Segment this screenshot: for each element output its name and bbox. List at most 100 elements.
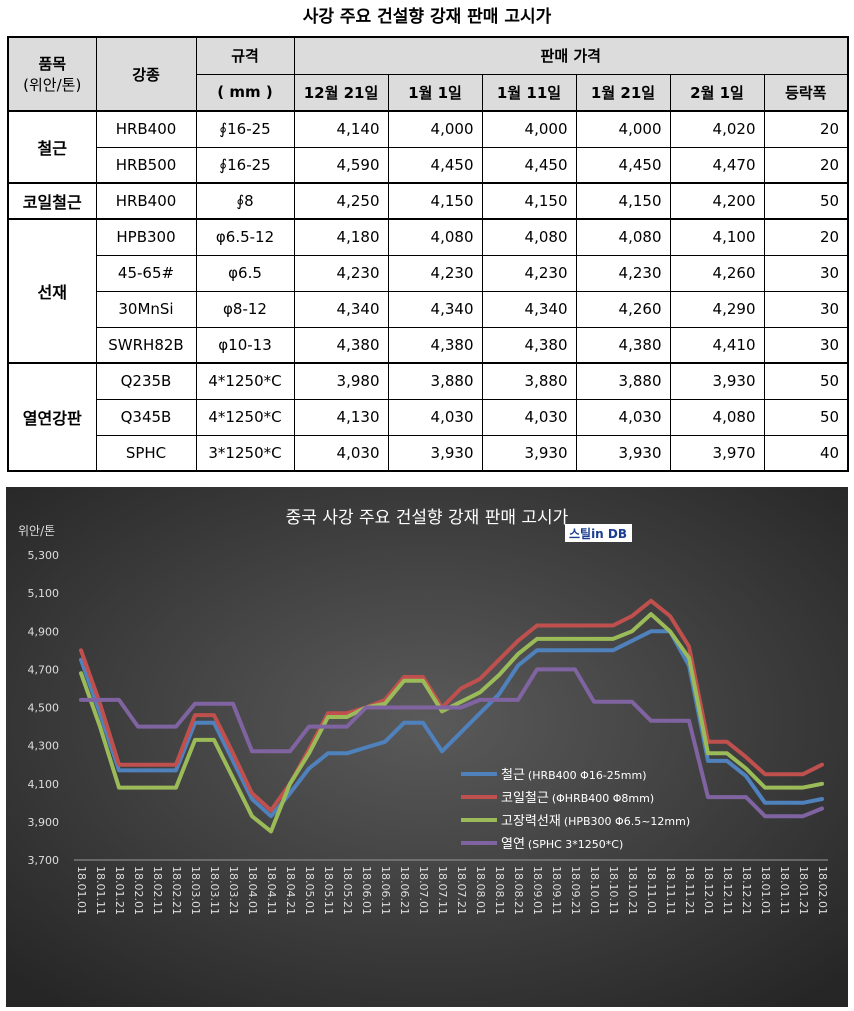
x-tick-label: 18.11.11: [664, 866, 677, 915]
price-cell: 4,000: [481, 110, 577, 148]
grade-cell: SWRH82B: [95, 326, 197, 364]
price-cell: 4,150: [575, 182, 671, 220]
price-cell: 4,450: [481, 146, 577, 184]
table-row: SPHC 3*1250*C 4,030 3,930 3,930 3,930 3,970 40: [8, 434, 849, 472]
legend-detail: (SPHC 3*1250*C): [528, 838, 623, 851]
y-tick-label: 3,700: [28, 854, 60, 867]
table-row: 철근 HRB400 ∮16-25 4,140 4,000 4,000 4,000 4,020 2…: [7, 110, 849, 184]
x-tick-label: 18.08.21: [512, 866, 525, 915]
price-cell: 4,000: [575, 110, 671, 148]
price-cell: 3,930: [575, 434, 671, 472]
table-row: 45-65# φ6.5 4,230 4,230 4,230 4,230 4,260 30: [8, 254, 849, 292]
category-cell: 선재: [7, 218, 97, 364]
grade-cell: Q345B: [95, 398, 197, 436]
grade-cell: 45-65#: [95, 254, 197, 292]
price-cell: 4,290: [669, 290, 765, 328]
y-tick-label: 5,300: [28, 549, 60, 562]
price-cell: 4,230: [293, 254, 389, 292]
chart-background: [6, 487, 848, 1007]
y-axis-label: 위안/톤: [18, 524, 55, 538]
price-cell: 4,080: [481, 218, 577, 256]
y-tick-label: 4,700: [28, 663, 60, 676]
legend-name: 고장력선재: [501, 814, 561, 829]
spec-cell: ∮16-25: [195, 146, 295, 184]
price-cell: 4,380: [575, 326, 671, 364]
x-tick-label: 18.06.01: [360, 866, 373, 915]
price-cell: 3,880: [575, 362, 671, 400]
x-tick-label: 18.06.21: [398, 866, 411, 915]
legend-name: 열연: [501, 837, 525, 852]
legend-detail: (HPB300 Φ6.5~12mm): [564, 815, 690, 828]
y-tick-label: 4,300: [28, 740, 60, 753]
price-cell: 4,410: [669, 326, 765, 364]
x-tick-label: 18.12.01: [702, 866, 715, 915]
x-tick-label: 18.05.21: [341, 866, 354, 915]
price-cell: 3,930: [669, 362, 765, 400]
x-tick-label: 18.10.21: [626, 866, 639, 915]
spec-cell: φ10-13: [195, 326, 295, 364]
legend-detail: (ΦHRB400 Φ8mm): [552, 792, 654, 805]
x-tick-label: 18.02.01: [132, 866, 145, 915]
header-date: 1월 11일: [481, 73, 577, 112]
table-row: Q345B 4*1250*C 4,130 4,030 4,030 4,030 4,080 50: [8, 398, 849, 436]
price-cell: 4,260: [669, 254, 765, 292]
x-tick-label: 18.12.11: [721, 866, 734, 915]
x-tick-label: 18.05.01: [303, 866, 316, 915]
y-tick-label: 5,100: [28, 587, 60, 600]
legend-item: 코일철근 (ΦHRB400 Φ8mm): [501, 791, 654, 806]
chart-svg: 중국 사강 주요 건설향 강재 판매 고시가 스틸in DB 위안/톤 3,70…: [6, 487, 848, 1007]
grade-cell: HRB400: [95, 110, 197, 148]
x-tick-label: 18.10.11: [607, 866, 620, 915]
x-tick-label: 18.04.11: [265, 866, 278, 915]
x-tick-label: 18.03.11: [208, 866, 221, 915]
legend-name: 철근: [501, 768, 525, 783]
price-table: 품목 (위안/톤) 강종 규격 판매 가격 ( mm ) 12월 21일 1월 …: [7, 36, 850, 472]
logo-box: [565, 524, 632, 542]
price-cell: 3,970: [669, 434, 765, 472]
header-date: 12월 21일: [293, 73, 389, 112]
x-tick-label: 18.06.11: [379, 866, 392, 915]
price-cell: 4,140: [293, 110, 389, 148]
price-cell: 4,470: [669, 146, 765, 184]
logo: 스틸in DB: [565, 524, 632, 542]
series-lines: [79, 598, 824, 834]
price-cell: 4,450: [387, 146, 483, 184]
legend: 철근 (HRB400 Φ16-25mm) 코일철근 (ΦHRB400 Φ8mm) 고장력…: [461, 768, 690, 852]
table-row: 30MnSi φ8-12 4,340 4,340 4,340 4,260 4,290 30: [8, 290, 849, 328]
price-cell: 4,080: [387, 218, 483, 256]
change-cell: 20: [763, 218, 849, 256]
header-price-group: 판매 가격: [293, 36, 849, 75]
price-cell: 4,080: [575, 218, 671, 256]
price-cell: 4,340: [387, 290, 483, 328]
logo-text: 스틸in DB: [569, 527, 627, 541]
spec-cell: 4*1250*C: [195, 398, 295, 436]
header-date: 1월 21일: [575, 73, 671, 112]
price-cell: 4,380: [387, 326, 483, 364]
change-cell: 30: [763, 290, 849, 328]
header-product: 품목 (위안/톤): [7, 36, 97, 112]
legend-item: 열연 (SPHC 3*1250*C): [501, 837, 623, 852]
y-tick-label: 4,100: [28, 778, 60, 791]
price-cell: 3,930: [481, 434, 577, 472]
header-change: 등락폭: [763, 73, 849, 112]
x-tick-label: 18.08.11: [493, 866, 506, 915]
x-tick-label: 18.02.01: [816, 866, 829, 915]
price-cell: 4,020: [669, 110, 765, 148]
spec-cell: 4*1250*C: [195, 362, 295, 400]
x-tick-label: 18.08.01: [474, 866, 487, 915]
price-cell: 4,340: [293, 290, 389, 328]
change-cell: 50: [763, 398, 849, 436]
table-row: 열연강판 Q235B 4*1250*C 3,980 3,880 3,880 3,880 3,9…: [7, 362, 849, 472]
category-cell: 철근: [7, 110, 97, 184]
header-spec-unit: ( mm ): [195, 73, 295, 112]
x-tick-label: 18.04.01: [246, 866, 259, 915]
x-tick-label: 18.02.11: [151, 866, 164, 915]
price-cell: 3,880: [481, 362, 577, 400]
series-line: [79, 667, 824, 819]
x-tick-label: 18.12.21: [740, 866, 753, 915]
legend-item: 철근 (HRB400 Φ16-25mm): [501, 768, 647, 783]
header-product-label: 품목: [38, 55, 67, 73]
x-tick-label: 18.03.01: [189, 866, 202, 915]
grade-cell: HRB400: [95, 182, 197, 220]
change-cell: 50: [763, 182, 849, 220]
